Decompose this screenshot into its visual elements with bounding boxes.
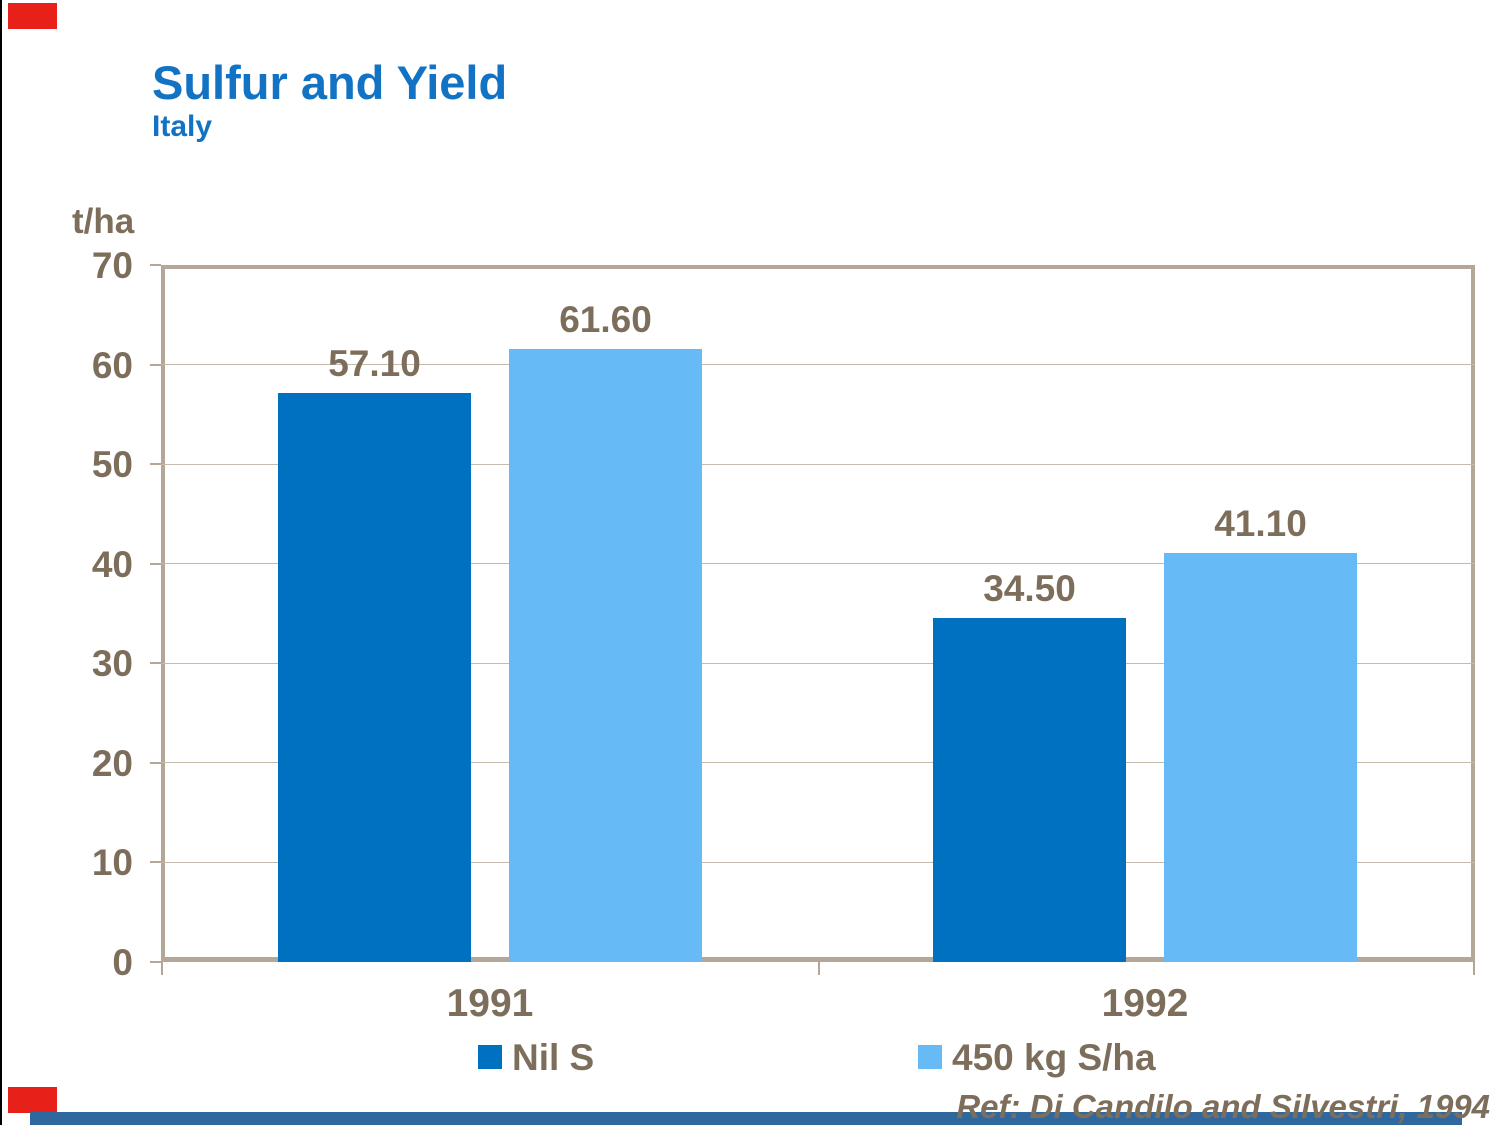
bar-nil-s-1992 [933, 618, 1126, 962]
gridline [161, 762, 1475, 764]
footer-blue-bar [30, 1112, 1462, 1125]
left-edge-rule [0, 0, 2, 1125]
gridline [161, 364, 1475, 366]
bar-value-label: 34.50 [983, 568, 1076, 610]
y-axis-tick-mark [150, 264, 161, 266]
bar-nil-s-1991 [278, 393, 471, 962]
gridline [161, 463, 1475, 465]
y-axis-tick-label: 40 [91, 543, 133, 585]
gridline [161, 662, 1475, 664]
page-title: Sulfur and Yield [152, 56, 508, 109]
legend-swatch-1 [478, 1045, 502, 1069]
gridline [161, 861, 1475, 863]
bar-450-kg-s-ha-1991 [509, 348, 702, 962]
y-axis-tick-mark [150, 761, 161, 764]
y-axis-tick-label: 30 [91, 643, 133, 685]
reference-citation: Ref: Di Candilo and Silvestri, 1994 [956, 1088, 1490, 1125]
y-axis-tick-label: 10 [91, 842, 133, 884]
page-subtitle: Italy [152, 110, 213, 143]
y-axis-tick-label: 70 [91, 245, 133, 286]
y-axis-tick-mark [150, 463, 161, 466]
bar-value-label: 41.10 [1214, 502, 1307, 544]
x-axis-category-label: 1991 [446, 982, 534, 1025]
red-accent-block-bottom [8, 1087, 57, 1113]
y-axis-tick-mark [150, 562, 161, 565]
bar-450-kg-s-ha-1992 [1164, 552, 1357, 962]
legend-label-1: Nil S [512, 1037, 595, 1078]
bar-value-label: 61.60 [559, 298, 652, 340]
y-axis-tick-mark [150, 662, 161, 665]
y-axis-tick-mark [150, 861, 161, 864]
x-axis-category-label: 1992 [1101, 982, 1189, 1025]
x-axis-tick-mark [161, 962, 163, 975]
legend-label-2: 450 kg S/ha [952, 1037, 1156, 1078]
y-axis-tick-label: 50 [91, 444, 133, 486]
y-axis-tick-label: 20 [91, 742, 133, 784]
bar-value-label: 57.10 [328, 343, 421, 385]
y-axis-tick-label: 60 [91, 344, 133, 386]
y-axis-tick-label: 0 [112, 942, 133, 983]
y-axis-tick-mark [150, 363, 161, 366]
x-axis-tick-mark [818, 962, 820, 975]
x-axis-tick-mark [1473, 962, 1475, 975]
gridline [161, 563, 1475, 565]
y-axis-unit-label: t/ha [72, 202, 135, 241]
legend-swatch-2 [918, 1045, 942, 1069]
y-axis-tick-mark [150, 961, 161, 963]
red-accent-block-top [8, 3, 57, 29]
